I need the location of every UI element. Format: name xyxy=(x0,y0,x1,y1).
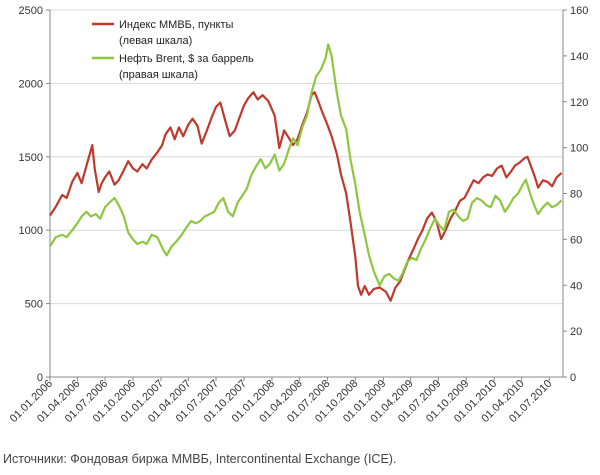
left-tick-label: 500 xyxy=(25,299,43,311)
left-tick-label: 1000 xyxy=(19,225,43,237)
right-tick-label: 140 xyxy=(570,51,588,63)
right-tick-label: 60 xyxy=(570,234,582,246)
right-tick-label: 100 xyxy=(570,143,588,155)
right-tick-label: 120 xyxy=(570,97,588,109)
left-tick-label: 2500 xyxy=(19,5,43,17)
right-tick-label: 80 xyxy=(570,189,582,201)
left-tick-label: 2000 xyxy=(19,78,43,90)
right-tick-label: 0 xyxy=(570,372,576,384)
left-tick-label: 1500 xyxy=(19,152,43,164)
right-axis-ticks: 0 20 40 60 80 100 120 140 160 xyxy=(570,5,588,384)
x-axis-ticks: 01.01.200601.04.200601.07.200601.10.2006… xyxy=(8,378,555,425)
legend: Индекс ММВБ, пункты (левая шкала) Нефть Br… xyxy=(92,19,254,81)
right-tick-label: 20 xyxy=(570,326,582,338)
legend-sublabel-1: (левая шкала) xyxy=(119,35,192,47)
source-note: Источники: Фондовая биржа ММВБ, Intercon… xyxy=(3,452,397,466)
grid-lines xyxy=(50,9,563,305)
left-axis-ticks: 0 500 1000 1500 2000 2500 xyxy=(19,5,43,384)
legend-label-1: Индекс ММВБ, пункты xyxy=(119,19,234,31)
series-lines xyxy=(49,43,563,302)
axes xyxy=(46,9,567,381)
right-tick-label: 40 xyxy=(570,280,582,292)
series-line-2 xyxy=(49,43,563,287)
right-tick-label: 160 xyxy=(570,5,588,17)
left-tick-label: 0 xyxy=(37,372,43,384)
legend-label-2: Нефть Brent, $ за баррель xyxy=(119,53,254,65)
series-line-1 xyxy=(49,91,563,302)
legend-sublabel-2: (правая шкала) xyxy=(119,69,198,81)
